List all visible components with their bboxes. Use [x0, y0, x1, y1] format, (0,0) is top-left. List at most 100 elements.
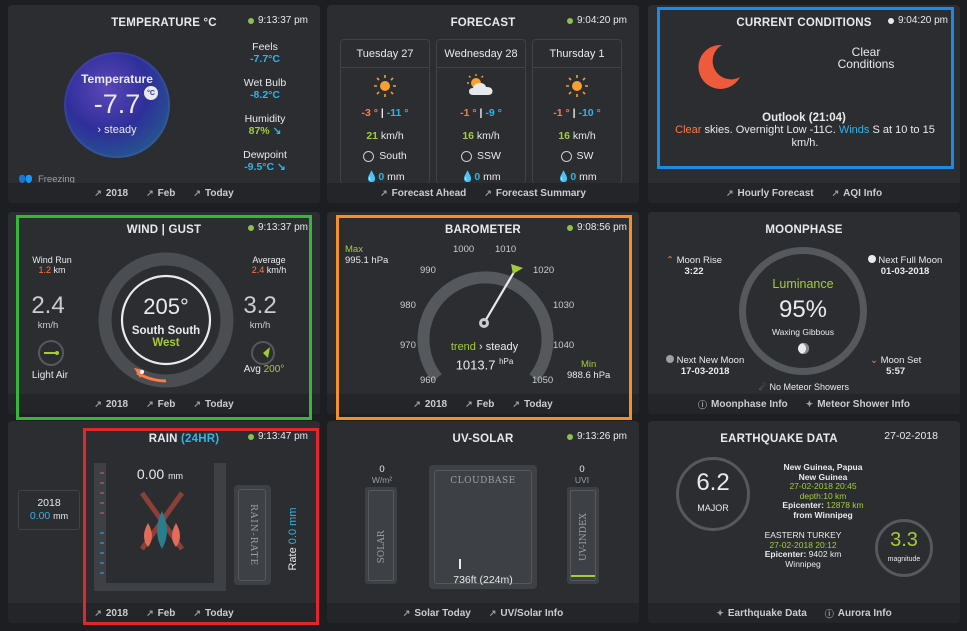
average-label: Average	[252, 255, 286, 265]
link-today[interactable]: Today	[193, 188, 234, 199]
cloudbase-label: CLOUDBASE	[450, 476, 516, 486]
moonrise-icon: ⌃	[666, 255, 674, 266]
link-year[interactable]: 2018	[413, 399, 447, 410]
link-uv-solar-info[interactable]: UV/Solar Info	[489, 608, 563, 619]
panel-footer: 2018 Feb Today	[8, 394, 320, 414]
next-full-moon-label: Next Full Moon	[860, 255, 950, 266]
link-meteor-info[interactable]: Meteor Shower Info	[806, 399, 910, 410]
quake-1: New Guinea, Papua New Guinea 27-02-2018 …	[782, 462, 864, 520]
pressure-value: 1013.7 hPa	[455, 357, 514, 373]
forecast-rain: 💧0 mm	[461, 171, 501, 183]
moon-set-label: ⌄ Moon Set	[870, 355, 922, 366]
quake-date: 27-02-2018	[884, 430, 938, 442]
sun-icon	[533, 71, 621, 101]
panel-title: CURRENT CONDITIONS	[736, 17, 872, 29]
link-aurora-info[interactable]: Aurora Info	[825, 607, 892, 620]
new-moon-icon	[666, 355, 674, 363]
scale-label: 1010	[495, 244, 517, 255]
scale-label: 1030	[553, 300, 575, 311]
windrun-value: 1.2 km	[38, 265, 66, 275]
forecast-rain: 💧0 mm	[557, 171, 597, 183]
update-time: 9:04:20 pm	[566, 15, 627, 26]
forecast-direction: SW	[533, 150, 621, 162]
link-year[interactable]: 2018	[94, 608, 128, 619]
panel-title: EARTHQUAKE DATA	[720, 433, 838, 445]
wind-speed-unit: km/h	[37, 320, 59, 331]
panel-title: BAROMETER	[445, 224, 521, 236]
scale-label: 990	[420, 265, 436, 276]
link-month[interactable]: Feb	[146, 188, 176, 199]
feels-label: Feels	[252, 41, 278, 53]
link-month[interactable]: Feb	[146, 608, 176, 619]
status-row: 👥 Freezing	[18, 172, 75, 186]
link-today[interactable]: Today	[193, 399, 234, 410]
panel-footer: Hourly Forecast AQI Info	[648, 183, 960, 203]
link-aqi-info[interactable]: AQI Info	[832, 188, 882, 199]
secondary-magnitude: 3.3	[890, 529, 918, 551]
solar-gauge: SOLAR	[365, 487, 397, 584]
cloudbase-value: 736ft (224m)	[453, 574, 513, 586]
link-today[interactable]: Today	[512, 399, 553, 410]
link-month[interactable]: Feb	[146, 399, 176, 410]
link-today[interactable]: Today	[193, 608, 234, 619]
link-forecast-summary[interactable]: Forecast Summary	[484, 188, 586, 199]
compass-icon	[363, 150, 375, 162]
highlight-frame	[657, 7, 954, 169]
rain-panel: RAIN (24HR) 9:13:47 pm 2018 0.00 mm 0.00…	[8, 421, 320, 623]
raindrop-icon: 💧	[461, 171, 475, 183]
full-moon-icon	[867, 255, 876, 263]
uv-unit: UVI	[574, 475, 590, 485]
people-icon: 👥	[18, 172, 33, 186]
link-year[interactable]: 2018	[94, 188, 128, 199]
status-dot-icon	[566, 17, 573, 24]
link-earthquake-data[interactable]: Earthquake Data	[716, 608, 807, 619]
panel-title: MOONPHASE	[765, 224, 843, 236]
solar-value: 0	[379, 464, 385, 475]
avg-direction-icon	[250, 340, 276, 371]
beaufort-gauge-icon	[38, 340, 64, 366]
link-month[interactable]: Feb	[465, 399, 495, 410]
scale-label: 1000	[453, 244, 475, 255]
temperature-panel: TEMPERATURE °C 9:13:37 pm Temperature -7…	[8, 5, 320, 203]
link-forecast-ahead[interactable]: Forecast Ahead	[380, 188, 467, 199]
current-conditions-panel: CURRENT CONDITIONS 9:04:20 pm Clear Cond…	[648, 5, 960, 203]
raindrop-icon: 💧	[365, 171, 379, 183]
raindrops-icon	[136, 491, 188, 558]
min-value: 988.6 hPa	[567, 370, 611, 381]
dewpoint-value: -9.5°C ↘	[244, 161, 286, 173]
next-new-moon-value: 17-03-2018	[680, 366, 730, 377]
link-year[interactable]: 2018	[94, 399, 128, 410]
panel-title: TEMPERATURE °C	[111, 17, 217, 29]
wind-compass	[96, 250, 236, 395]
link-hourly-forecast[interactable]: Hourly Forecast	[726, 188, 813, 199]
scale-label: 1040	[553, 340, 575, 351]
update-time: 9:08:56 pm	[566, 222, 627, 233]
max-label: Max	[345, 244, 363, 255]
forecast-day: Wednesday 28	[437, 40, 525, 68]
temperature-trend: › steady	[97, 124, 137, 136]
scale-label: 960	[420, 375, 436, 386]
forecast-day-card: Thursday 1 -1 ° | -10 ° 16 km/h SW 💧0 mm	[532, 39, 622, 184]
gust-speed: 3.2	[243, 292, 277, 319]
temperature-value: -7.7	[93, 89, 141, 119]
forecast-day: Thursday 1	[533, 40, 621, 68]
panel-footer: Earthquake Data Aurora Info	[648, 603, 960, 623]
magnitude-class: MAJOR	[697, 503, 729, 513]
earthquake-panel: EARTHQUAKE DATA 27-02-2018 6.2 MAJOR New…	[648, 421, 960, 623]
link-moonphase-info[interactable]: Moonphase Info	[698, 398, 788, 411]
scale-label: 1020	[533, 265, 555, 276]
panel-footer: Solar Today UV/Solar Info	[327, 603, 639, 623]
forecast-temps: -3 ° | -11 °	[361, 107, 409, 119]
humidity-value: 87% ↘	[248, 125, 282, 137]
panel-title: UV-SOLAR	[452, 433, 514, 445]
link-solar-today[interactable]: Solar Today	[403, 608, 471, 619]
luminance-label: Luminance	[772, 277, 834, 291]
update-time: 9:04:20 pm	[887, 15, 948, 26]
min-label: Min	[581, 359, 597, 370]
temperature-dial	[64, 52, 170, 158]
solar-label: SOLAR	[377, 530, 387, 564]
max-value: 995.1 hPa	[345, 255, 389, 266]
avg-direction: Avg 200°	[243, 364, 285, 375]
forecast-wind: 21 km/h	[366, 130, 404, 142]
wind-panel: WIND | GUST 9:13:37 pm Wind Run 1.2 km 2…	[8, 212, 320, 414]
